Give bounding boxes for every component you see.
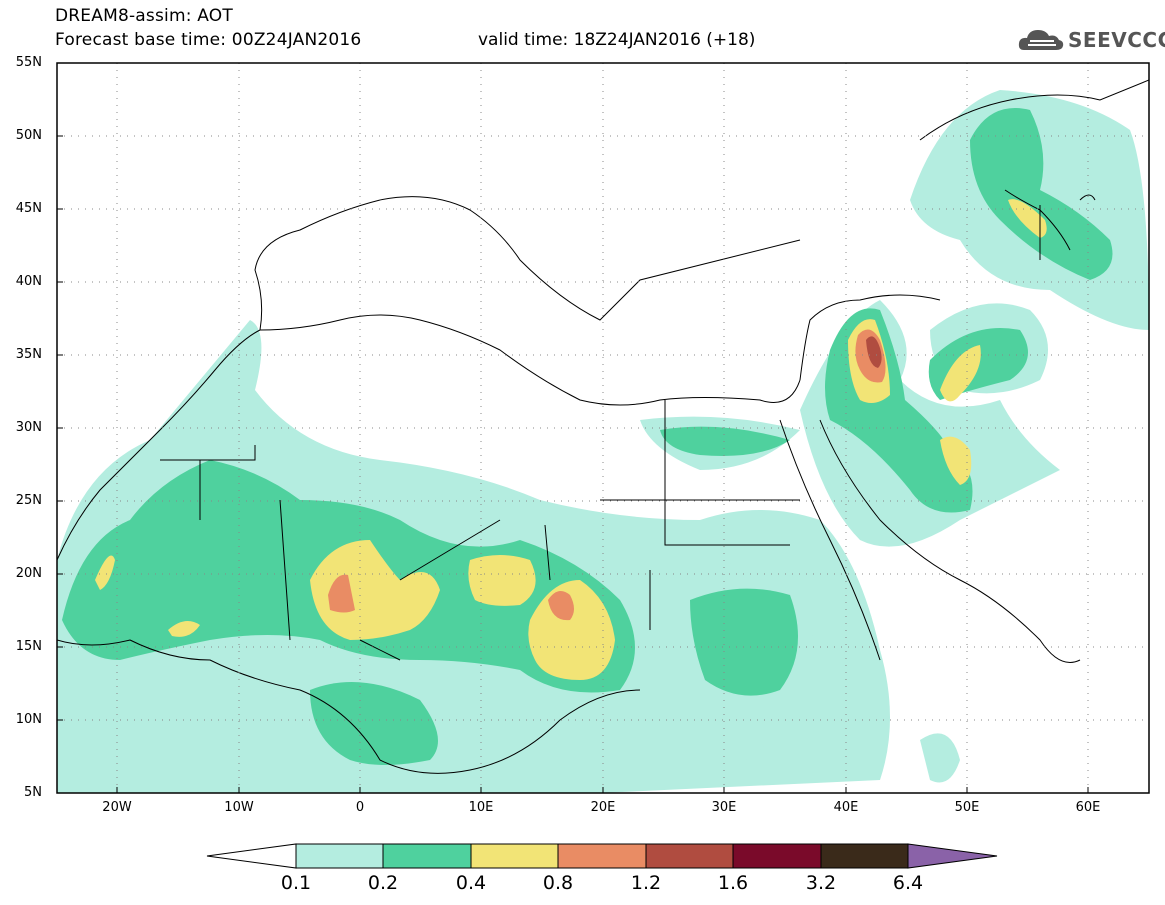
lat-label-30n: 30N <box>15 420 42 435</box>
lat-label-45n: 45N <box>15 201 42 216</box>
lon-label-30e: 30E <box>711 800 737 815</box>
lat-label-40n: 40N <box>15 274 42 289</box>
colorbar-label: 0.8 <box>542 872 574 894</box>
colorbar-label: 6.4 <box>892 872 924 894</box>
lon-label-0: 0 <box>355 800 365 815</box>
colorbar-label: 3.2 <box>805 872 837 894</box>
colorbar-label: 1.6 <box>717 872 749 894</box>
lat-label-5n: 5N <box>24 785 42 800</box>
colorbar-label: 0.1 <box>280 872 312 894</box>
aot-band-1-2 <box>866 336 882 368</box>
valid-time: valid time: 18Z24JAN2016 (+18) <box>478 30 756 50</box>
colorbar-label: 0.4 <box>455 872 487 894</box>
lon-label-60e: 60E <box>1075 800 1101 815</box>
forecast-base-time: Forecast base time: 00Z24JAN2016 <box>55 30 362 50</box>
colorbar-label: 0.2 <box>367 872 399 894</box>
lat-label-50n: 50N <box>15 128 42 143</box>
lon-label-10e: 10E <box>468 800 494 815</box>
lon-label-20e: 20E <box>590 800 616 815</box>
lat-label-20n: 20N <box>15 566 42 581</box>
lat-label-10n: 10N <box>15 712 42 727</box>
cloud-icon <box>1018 30 1064 50</box>
lat-label-25n: 25N <box>15 493 42 508</box>
logo-text: SEEVCCC <box>1068 28 1165 52</box>
lon-label-20w: 20W <box>102 800 132 815</box>
lat-label-55n: 55N <box>15 55 42 70</box>
grid-lines <box>57 63 1149 793</box>
lat-label-35n: 35N <box>15 347 42 362</box>
map-title: DREAM8-assim: AOT <box>55 6 233 26</box>
colorbar-label: 1.2 <box>630 872 662 894</box>
lon-label-50e: 50E <box>954 800 980 815</box>
lon-label-40e: 40E <box>833 800 859 815</box>
seevccc-logo: SEEVCCC <box>1016 22 1165 58</box>
lat-label-15n: 15N <box>15 639 42 654</box>
axis-ticks <box>57 135 1089 793</box>
lon-label-10w: 10W <box>224 800 254 815</box>
coastlines <box>57 79 1149 774</box>
